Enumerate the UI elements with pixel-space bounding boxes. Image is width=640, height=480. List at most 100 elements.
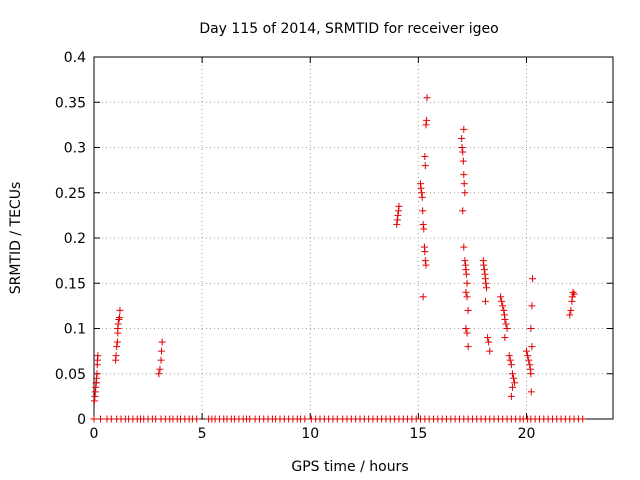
y-tick-label: 0.15	[55, 276, 86, 292]
data-point	[503, 325, 511, 332]
data-point	[527, 370, 535, 378]
data-point	[93, 361, 101, 369]
data-point	[480, 266, 488, 274]
data-point	[463, 279, 471, 287]
data-point	[460, 180, 468, 188]
data-point	[499, 302, 507, 310]
data-point	[528, 302, 536, 310]
data-point	[501, 315, 509, 323]
data-point	[458, 144, 466, 151]
data-point	[112, 352, 120, 360]
data-point	[525, 356, 533, 364]
data-point	[485, 338, 493, 346]
data-point	[463, 329, 471, 337]
data-point	[460, 125, 468, 133]
data-point	[113, 343, 121, 351]
data-point	[394, 211, 402, 219]
data-point	[423, 116, 431, 124]
x-axis-label: GPS time / hours	[291, 459, 408, 475]
data-point	[524, 352, 532, 360]
data-point	[417, 184, 425, 192]
data-point	[566, 311, 574, 319]
data-points	[90, 94, 587, 423]
data-point	[484, 334, 492, 342]
data-point	[507, 392, 515, 400]
data-point	[460, 243, 468, 251]
data-point	[569, 288, 577, 296]
data-point	[461, 257, 469, 265]
data-point	[156, 365, 164, 373]
data-point	[421, 257, 429, 265]
data-point	[527, 325, 535, 332]
data-point	[113, 338, 121, 346]
data-point	[528, 343, 536, 351]
x-tick-label: 15	[409, 426, 427, 442]
data-point	[459, 148, 467, 156]
data-point	[418, 193, 426, 201]
data-point	[529, 275, 537, 283]
data-point	[464, 343, 472, 351]
x-tick-label: 20	[518, 426, 536, 442]
data-point	[94, 352, 102, 360]
axes: 0 5 10 15 20 0 0.05 0.1 0.15 0.2 0.25 0.3 0.35 0.4	[55, 50, 614, 442]
data-point	[423, 94, 431, 102]
data-point	[526, 361, 534, 369]
data-point	[508, 383, 516, 391]
data-point	[158, 338, 166, 346]
x-tick-label: 0	[90, 426, 99, 442]
data-point	[461, 189, 469, 197]
data-point	[498, 297, 506, 305]
data-point	[462, 325, 470, 332]
data-point	[421, 248, 429, 256]
data-point	[497, 293, 505, 301]
data-point	[523, 347, 530, 355]
data-point	[422, 261, 430, 269]
data-point	[393, 220, 401, 228]
y-tick-label: 0.05	[55, 367, 86, 383]
data-point	[459, 157, 467, 165]
data-point	[507, 361, 515, 369]
data-point	[464, 306, 472, 314]
data-point	[463, 293, 471, 301]
grid	[94, 57, 613, 419]
data-point	[508, 370, 516, 378]
y-tick-label: 0.25	[55, 186, 86, 202]
data-point	[422, 121, 430, 129]
data-point	[505, 352, 513, 360]
data-point	[501, 334, 509, 342]
data-point	[92, 379, 100, 387]
y-tick-label: 0.35	[55, 95, 86, 111]
data-point	[481, 297, 489, 305]
data-point	[420, 225, 428, 233]
data-point	[506, 356, 514, 364]
data-point	[510, 374, 518, 382]
data-point	[157, 356, 165, 364]
data-point	[419, 220, 427, 228]
data-point	[116, 306, 124, 314]
y-tick-label: 0.1	[64, 322, 86, 338]
data-point	[482, 279, 490, 287]
data-point	[511, 379, 519, 387]
data-point	[480, 261, 488, 269]
data-point	[462, 288, 470, 296]
data-point	[157, 347, 165, 355]
x-tick-label: 5	[198, 426, 207, 442]
data-point	[579, 415, 587, 423]
data-point	[460, 171, 468, 179]
chart-title: Day 115 of 2014, SRMTID for receiver ige…	[199, 21, 498, 37]
data-point	[527, 388, 535, 396]
data-point	[421, 162, 429, 170]
data-point	[301, 415, 309, 423]
data-point	[418, 189, 426, 197]
y-tick-label: 0.4	[64, 50, 86, 66]
data-point	[482, 284, 490, 292]
data-point	[419, 293, 427, 301]
y-tick-label: 0.3	[64, 141, 86, 157]
data-point	[502, 320, 510, 328]
y-tick-label: 0	[77, 412, 86, 428]
data-point	[395, 202, 403, 210]
data-point	[116, 314, 124, 322]
data-point	[193, 415, 201, 423]
data-point	[458, 134, 466, 142]
y-axis-label: SRMTID / TECUs	[8, 182, 24, 295]
